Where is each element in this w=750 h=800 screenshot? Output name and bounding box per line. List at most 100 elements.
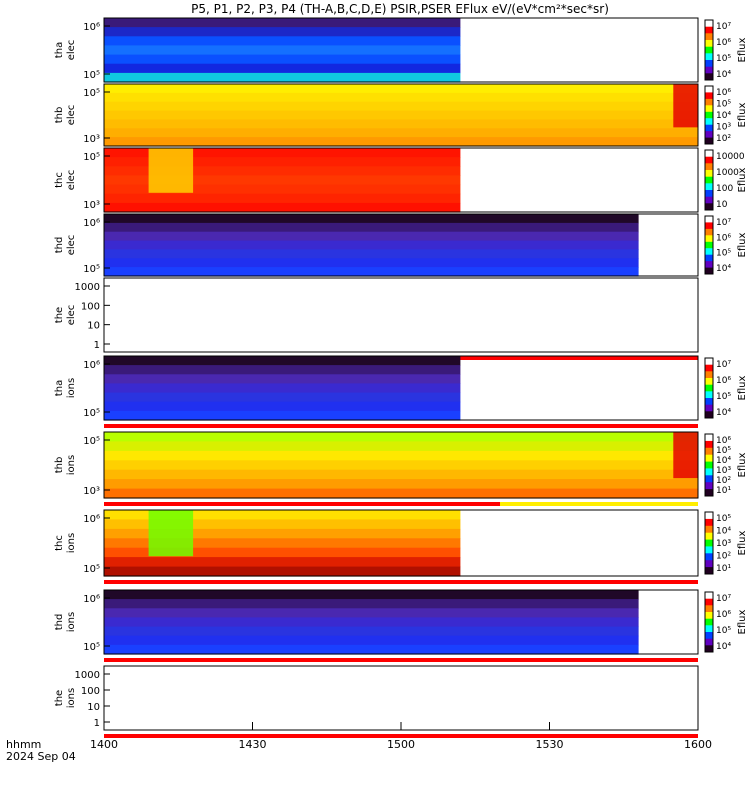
y-tick-label: 10⁶	[83, 218, 100, 229]
y-tick-label: 10⁶	[83, 594, 100, 605]
band-5	[104, 557, 461, 568]
colorbar-step	[705, 137, 713, 145]
y-tick-label: 10⁵	[83, 408, 100, 419]
colorbar-tick-label: 10⁵	[716, 514, 731, 524]
band-4	[104, 119, 698, 129]
panel-tha-ions: tha ions 10⁶ 10⁵ 10⁷ 10⁶ 10⁵ 10⁴ Eflux	[54, 355, 748, 428]
band-0	[104, 432, 698, 442]
colorbar-tick-label: 10⁷	[716, 22, 731, 32]
panel-label-probe: thc	[54, 535, 65, 551]
colorbar-step	[705, 482, 713, 490]
y-tick-label: 1000	[75, 670, 100, 681]
y-tick-label: 1000	[75, 282, 100, 293]
band-2	[104, 36, 461, 46]
colorbar-step	[705, 461, 713, 469]
panel-tha-elec: tha elec 10⁶ 10⁵ 10⁷ 10⁶ 10⁵ 10⁴ Eflux	[54, 17, 748, 83]
colorbar-step	[705, 525, 713, 534]
band-1	[104, 441, 698, 452]
band-4	[104, 184, 461, 195]
panel-label-species: elec	[66, 305, 77, 326]
panel-label-probe: tha	[54, 380, 65, 396]
colorbar-tick-label: 10⁵	[716, 54, 731, 64]
colorbar-step	[705, 398, 713, 406]
y-tick-label: 10	[87, 702, 100, 713]
colorbar-step	[705, 131, 713, 138]
band-4	[104, 392, 461, 403]
panel-label-probe: thd	[54, 614, 65, 631]
panel-thd-elec: thd elec 10⁶ 10⁵ 10⁷ 10⁶ 10⁵ 10⁴ Eflux	[54, 213, 748, 277]
y-tick-label: 10⁵	[83, 642, 100, 653]
colorbar-tick-label: 10²	[716, 552, 731, 562]
band-0	[104, 148, 461, 158]
mark-0	[673, 84, 699, 128]
band-4	[104, 249, 639, 259]
band-1	[104, 222, 639, 233]
colorbar-tick-label: 10³	[716, 466, 731, 476]
x-tick-label: 1400	[90, 738, 118, 751]
panel-thc-ions: thc ions 10⁶ 10⁵ 10⁵ 10⁴ 10³ 10² 10¹ Eflux	[54, 509, 748, 584]
colorbar-tick-label: 10⁴	[716, 456, 731, 466]
band-3	[104, 617, 639, 628]
colorbar-step	[705, 261, 713, 268]
colorbar-tick-label: 10⁵	[716, 446, 731, 456]
band-6	[104, 137, 698, 147]
colorbar-frame	[704, 19, 714, 81]
band-0	[104, 510, 461, 520]
colorbar-tick-label: 10¹	[716, 564, 731, 574]
band-6	[104, 267, 639, 277]
panel-label-species: ions	[66, 533, 77, 553]
panel-label-species: elec	[66, 40, 77, 61]
colorbar-step	[705, 73, 713, 81]
colorbar-tick-label: 10⁶	[716, 233, 731, 243]
band-3	[104, 175, 461, 186]
band-5	[104, 401, 461, 412]
y-tick-label: 10⁵	[83, 264, 100, 275]
colorbar-tick-label: 10⁵	[716, 626, 731, 636]
colorbar-step	[705, 447, 713, 456]
band-1	[104, 519, 461, 530]
colorbar-step	[705, 625, 713, 633]
band-6	[104, 202, 461, 213]
mark-0	[673, 432, 699, 479]
panel-frame	[103, 589, 699, 655]
band-2	[104, 528, 461, 539]
band-0	[104, 214, 639, 224]
colorbar-step	[705, 241, 713, 249]
x-axis: hhmm 2024 Sep 04 1400 1430 1500 1530 1600	[6, 722, 712, 763]
colorbar-tick-label: 10¹	[716, 486, 731, 496]
colorbar-label: Eflux	[737, 375, 748, 400]
x-axis-label-date: 2024 Sep 04	[6, 750, 76, 763]
colorbar-label: Eflux	[737, 102, 748, 127]
colorbar-step	[705, 267, 713, 275]
status-bar-red	[104, 658, 698, 662]
panel-label-species: ions	[66, 455, 77, 475]
panel-thd-ions: thd ions 10⁶ 10⁵ 10⁷ 10⁶ 10⁵ 10⁴ Eflux	[54, 589, 748, 662]
colorbar-step	[705, 118, 713, 126]
colorbar-label: Eflux	[737, 530, 748, 555]
colorbar-step	[705, 105, 713, 113]
colorbar-step	[705, 111, 713, 119]
colorbar-frame	[704, 85, 714, 145]
colorbar-step	[705, 176, 713, 184]
y-tick-label: 100	[81, 301, 100, 312]
panel-frame	[103, 277, 699, 353]
colorbar-step	[705, 254, 713, 262]
colorbar-step	[705, 86, 713, 93]
colorbar-step	[705, 26, 713, 34]
colorbar-step	[705, 638, 713, 646]
colorbar-step	[705, 404, 713, 412]
panel-frame	[103, 83, 699, 147]
colorbar-step	[705, 124, 713, 132]
band-3	[104, 460, 698, 471]
colorbar-step	[705, 598, 713, 606]
colorbar-frame	[704, 511, 714, 575]
status-bar-yellow	[500, 502, 698, 506]
status-bar-red	[104, 502, 500, 506]
colorbar-step	[705, 546, 713, 554]
colorbar-step	[705, 235, 713, 243]
panel-label-species: elec	[66, 170, 77, 191]
band-0	[104, 18, 461, 28]
mark-0	[148, 148, 194, 193]
band-5	[104, 635, 639, 646]
band-3	[104, 383, 461, 394]
